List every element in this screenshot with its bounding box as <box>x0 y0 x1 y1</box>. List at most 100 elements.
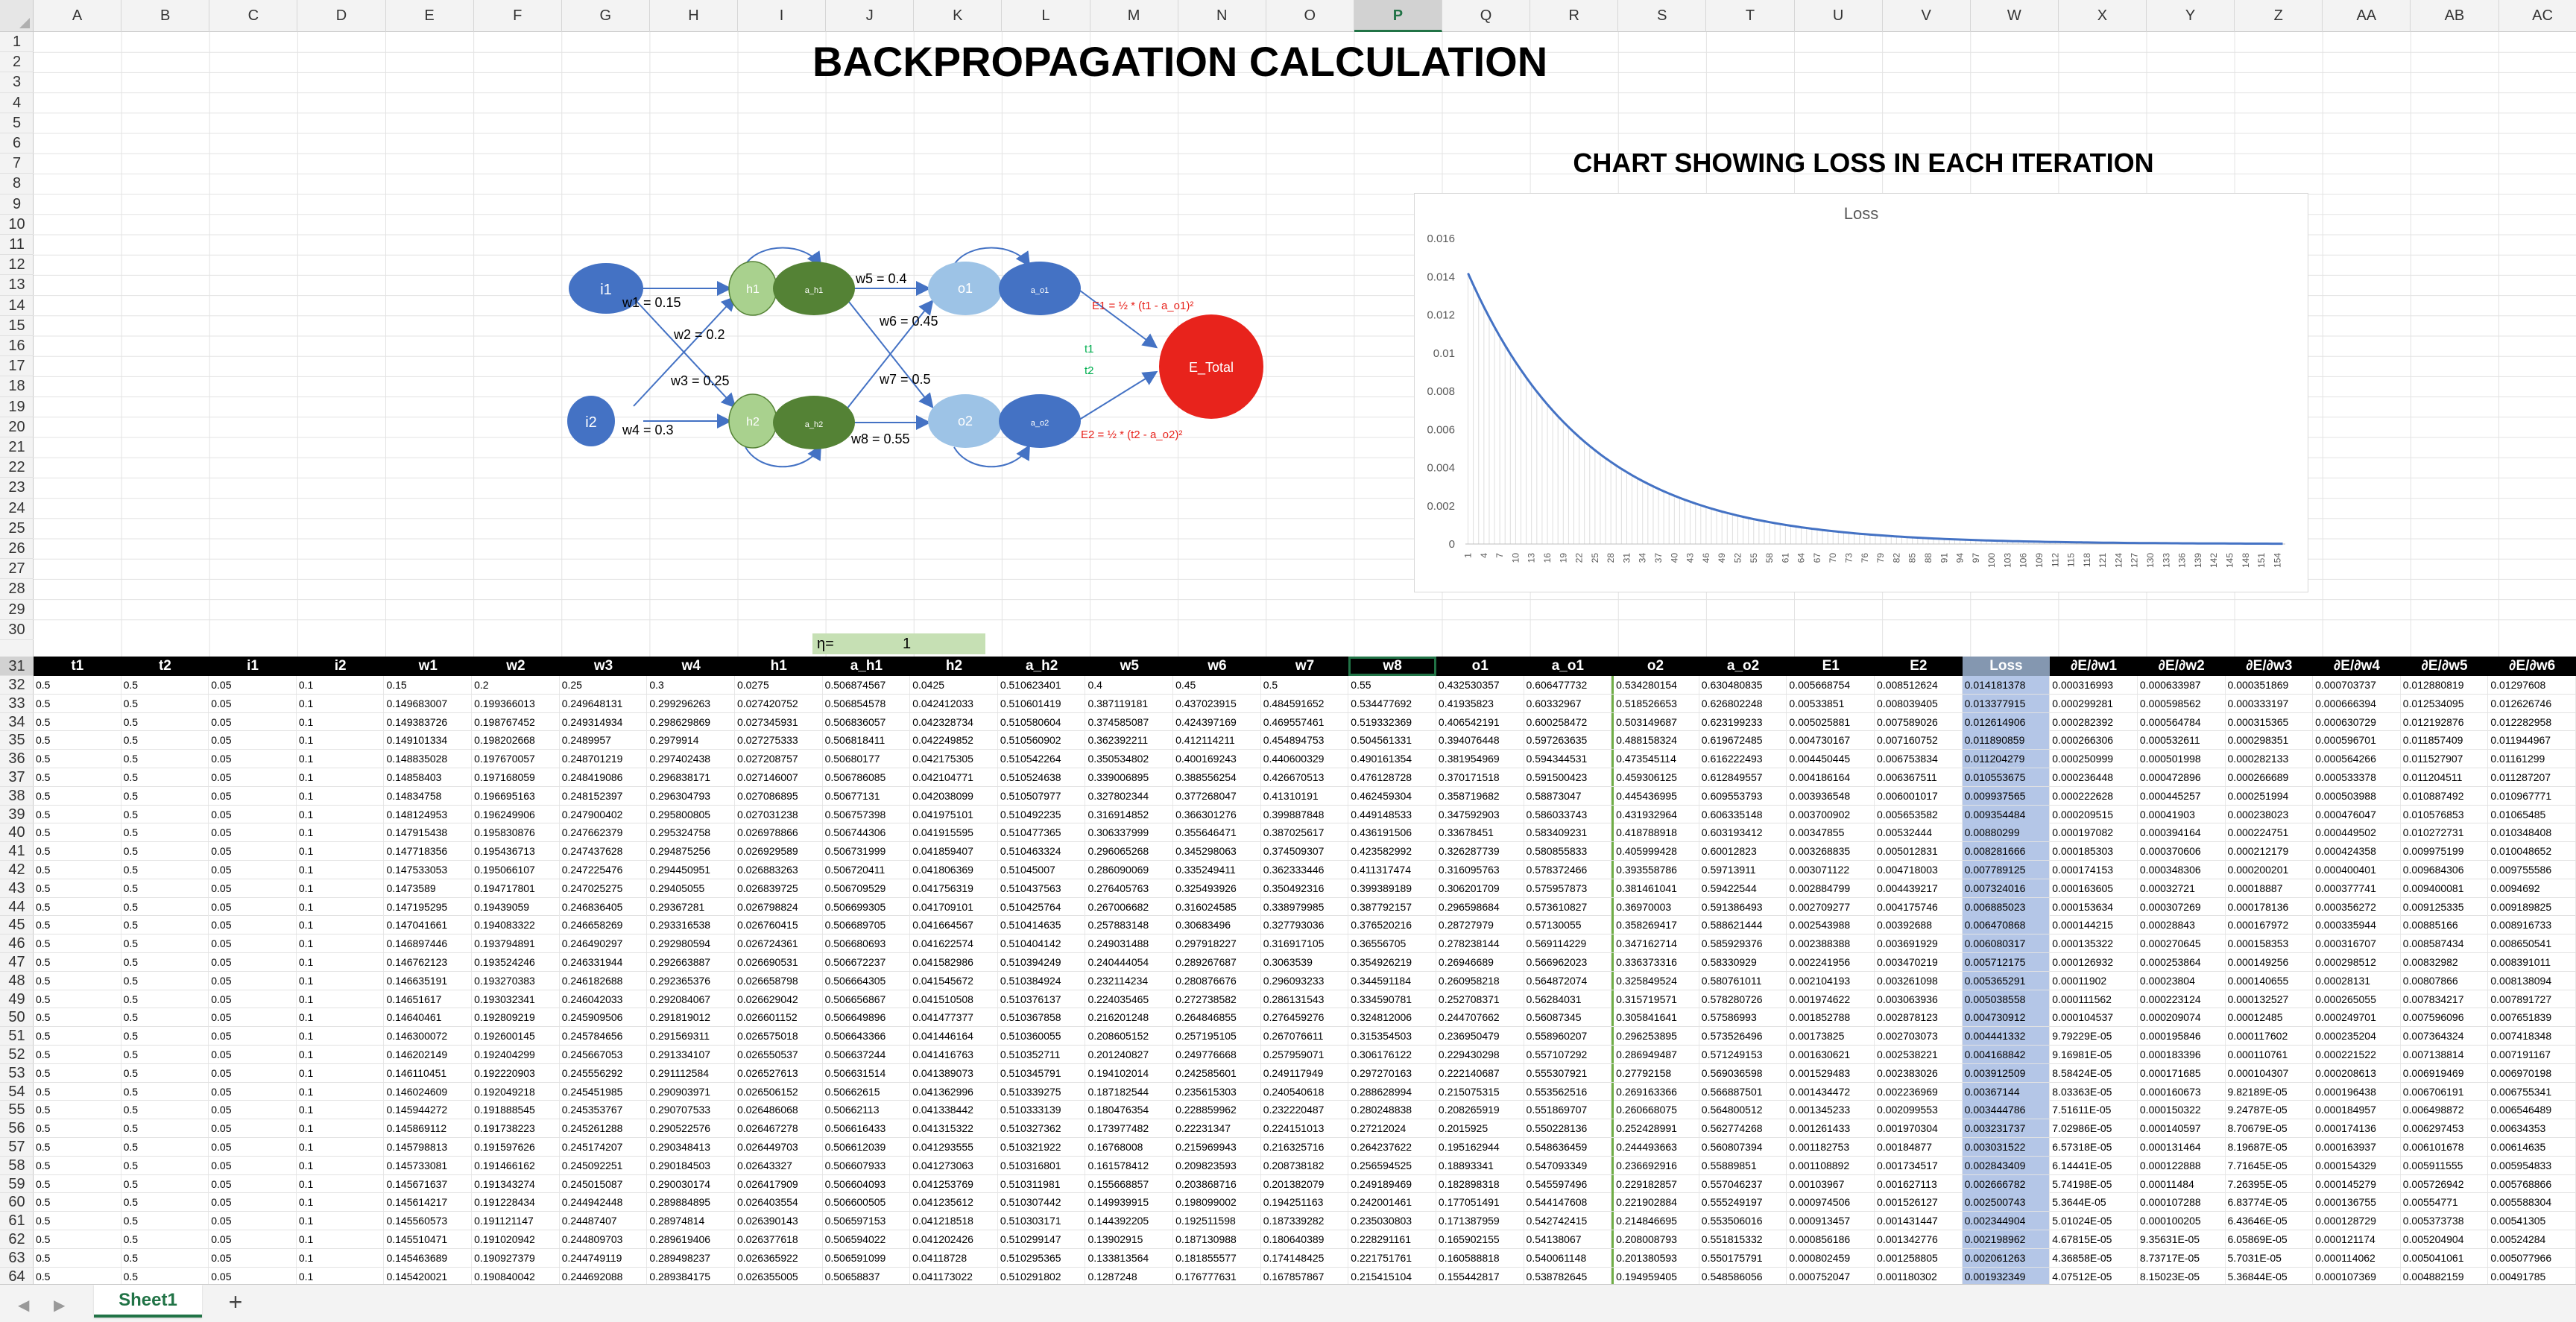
table-cell[interactable]: 0.05 <box>209 934 297 953</box>
table-cell[interactable]: 0.276405763 <box>1085 879 1174 897</box>
table-cell[interactable]: 0.374585087 <box>1085 712 1174 731</box>
column-header-ab[interactable]: AB <box>2411 0 2499 32</box>
table-cell[interactable]: 0.041806369 <box>910 861 998 879</box>
row-header-61[interactable]: 61 <box>0 1212 34 1230</box>
table-cell[interactable]: 0.315354503 <box>1348 1027 1436 1046</box>
row-header-56[interactable]: 56 <box>0 1119 34 1138</box>
table-cell[interactable]: 0.18893341 <box>1436 1156 1524 1174</box>
table-cell[interactable]: 0.335249411 <box>1173 861 1261 879</box>
table-cell[interactable]: 0.376520216 <box>1348 916 1436 934</box>
table-cell[interactable]: 0.571249153 <box>1699 1046 1787 1063</box>
table-cell[interactable]: 0.249117949 <box>1261 1063 1349 1082</box>
table-cell[interactable]: 0.289384175 <box>647 1267 735 1284</box>
table-cell[interactable]: 0.13902915 <box>1085 1230 1174 1248</box>
table-cell[interactable]: 0.244707662 <box>1436 1008 1524 1027</box>
table-cell[interactable]: 0.001261433 <box>1787 1119 1875 1138</box>
table-cell[interactable]: 0.001434472 <box>1787 1082 1875 1101</box>
table-cell[interactable]: 0.026978866 <box>735 823 823 842</box>
table-cell[interactable]: 0.5 <box>121 676 209 694</box>
row-header-17[interactable]: 17 <box>0 356 34 377</box>
table-cell[interactable]: 0.240540618 <box>1261 1082 1349 1101</box>
table-cell[interactable]: 0.05 <box>209 731 297 750</box>
table-cell[interactable]: 0.564872074 <box>1524 971 1612 990</box>
row-header-4[interactable]: 4 <box>0 93 34 113</box>
table-cell[interactable]: 0.000630729 <box>2313 712 2401 731</box>
column-header-u[interactable]: U <box>1795 0 1883 32</box>
table-cell[interactable]: 0.432530357 <box>1436 676 1524 694</box>
table-cell[interactable]: 0.05 <box>209 971 297 990</box>
table-cell[interactable]: 0.000802459 <box>1787 1248 1875 1267</box>
table-cell[interactable]: 0.00491785 <box>2488 1267 2576 1284</box>
table-cell[interactable]: 0.506836057 <box>823 712 911 731</box>
table-cell[interactable]: 0.506637244 <box>823 1046 911 1063</box>
table-cell[interactable]: 0.005025881 <box>1787 712 1875 731</box>
table-cell[interactable]: 0.41935823 <box>1436 694 1524 712</box>
table-cell[interactable]: 0.004439217 <box>1875 879 1963 897</box>
table-cell[interactable]: 0.594344531 <box>1524 750 1612 768</box>
table-cell[interactable]: 0.1 <box>297 676 385 694</box>
table-cell[interactable]: 0.009189825 <box>2488 897 2576 916</box>
table-header-1[interactable]: t2 <box>158 658 171 674</box>
row-header-9[interactable]: 9 <box>0 194 34 215</box>
table-cell[interactable]: 0.002500743 <box>1962 1193 2051 1212</box>
table-header-8[interactable]: h1 <box>770 658 787 674</box>
table-cell[interactable]: 0.010348408 <box>2488 823 2576 842</box>
table-cell[interactable]: 0.245353767 <box>560 1101 648 1119</box>
table-cell[interactable]: 0.026449703 <box>735 1138 823 1156</box>
table-cell[interactable]: 0.249648131 <box>560 694 648 712</box>
table-cell[interactable]: 0.240444054 <box>1085 953 1174 971</box>
table-cell[interactable]: 0.000282392 <box>2050 712 2138 731</box>
table-cell[interactable]: 0.00807866 <box>2401 971 2489 990</box>
table-cell[interactable]: 0.586033743 <box>1524 805 1612 823</box>
table-cell[interactable]: 0.027345931 <box>735 712 823 731</box>
table-cell[interactable]: 0.506786085 <box>823 768 911 786</box>
table-header-17[interactable]: a_o1 <box>1551 658 1584 674</box>
table-cell[interactable]: 0.506594022 <box>823 1230 911 1248</box>
table-cell[interactable]: 0.548636459 <box>1524 1138 1612 1156</box>
table-cell[interactable]: 0.5 <box>121 1230 209 1248</box>
table-cell[interactable]: 0.006367511 <box>1875 768 1963 786</box>
table-cell[interactable]: 0.008391011 <box>2488 953 2576 971</box>
table-cell[interactable]: 0.000126932 <box>2050 953 2138 971</box>
column-header-j[interactable]: J <box>826 0 915 32</box>
table-cell[interactable]: 0.506649896 <box>823 1008 911 1027</box>
table-cell[interactable]: 0.000503988 <box>2313 786 2401 805</box>
table-cell[interactable]: 0.012192876 <box>2401 712 2489 731</box>
table-cell[interactable]: 0.550175791 <box>1699 1248 1787 1267</box>
table-cell[interactable]: 6.57318E-05 <box>2050 1138 2138 1156</box>
table-cell[interactable]: 0.519332369 <box>1348 712 1436 731</box>
table-cell[interactable]: 0.578372466 <box>1524 861 1612 879</box>
table-cell[interactable]: 0.006755341 <box>2488 1082 2576 1101</box>
table-cell[interactable]: 0.026403554 <box>735 1193 823 1212</box>
table-cell[interactable]: 0.041389073 <box>910 1063 998 1082</box>
table-cell[interactable]: 0.05 <box>209 879 297 897</box>
table-cell[interactable]: 0.002843409 <box>1962 1156 2051 1174</box>
table-cell[interactable]: 0.249031488 <box>1085 934 1174 953</box>
table-cell[interactable]: 0.000370606 <box>2138 842 2226 861</box>
row-header-57[interactable]: 57 <box>0 1138 34 1157</box>
table-cell[interactable]: 0.232220487 <box>1261 1101 1349 1119</box>
table-cell[interactable]: 0.244809703 <box>560 1230 648 1248</box>
table-cell[interactable]: 0.550228136 <box>1524 1119 1612 1138</box>
table-cell[interactable]: 0.026467278 <box>735 1119 823 1138</box>
table-cell[interactable]: 0.026527613 <box>735 1063 823 1082</box>
table-cell[interactable]: 0.026883263 <box>735 861 823 879</box>
table-cell[interactable]: 0.000856186 <box>1787 1230 1875 1248</box>
table-cell[interactable]: 0.5 <box>121 731 209 750</box>
table-cell[interactable]: 0.400169243 <box>1173 750 1261 768</box>
table-cell[interactable]: 0.05 <box>209 1082 297 1101</box>
table-cell[interactable]: 0.5 <box>34 1193 121 1212</box>
table-cell[interactable]: 0.305841641 <box>1611 1008 1699 1027</box>
table-cell[interactable]: 0.006101678 <box>2401 1138 2489 1156</box>
table-cell[interactable]: 0.010048652 <box>2488 842 2576 861</box>
table-cell[interactable]: 0.336373316 <box>1611 953 1699 971</box>
table-cell[interactable]: 0.459306125 <box>1611 768 1699 786</box>
table-cell[interactable]: 0.510601419 <box>998 694 1086 712</box>
table-cell[interactable]: 0.008039405 <box>1875 694 1963 712</box>
table-cell[interactable]: 0.009937565 <box>1962 786 2051 805</box>
table-cell[interactable]: 0.5 <box>121 842 209 861</box>
table-cell[interactable]: 0.000163937 <box>2313 1138 2401 1156</box>
table-cell[interactable]: 0.22231347 <box>1173 1119 1261 1138</box>
table-cell[interactable]: 0.476128728 <box>1348 768 1436 786</box>
table-cell[interactable]: 0.145614217 <box>384 1193 473 1212</box>
